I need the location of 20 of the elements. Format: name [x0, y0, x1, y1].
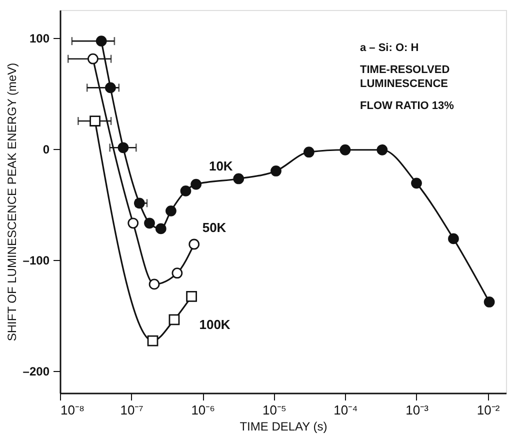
series-label: 50K: [202, 220, 227, 236]
x-tick-label: 10⁻²: [476, 402, 500, 418]
x-tick-label: 10⁻⁶: [191, 402, 216, 418]
series-label: 100K: [199, 316, 231, 332]
y-tick-label: –200: [22, 364, 50, 378]
annotation: FLOW RATIO 13%: [360, 100, 454, 112]
series-label: 10K: [208, 158, 234, 174]
annotation: TIME-RESOLVED: [360, 64, 450, 76]
x-tick-label: 10⁻⁵: [262, 402, 286, 418]
y-axis-title: SHIFT OF LUMINESCENCE PEAK ENERGY (meV): [4, 62, 19, 342]
annotation: LUMINESCENCE: [360, 78, 448, 90]
y-tick-label: 100: [29, 31, 50, 46]
y-tick-label: –100: [22, 253, 50, 268]
x-tick-label: 10⁻⁴: [334, 402, 358, 418]
y-tick-label: 0: [42, 142, 50, 156]
annotation: a – Si: O: H: [360, 42, 419, 54]
x-tick-label: 10⁻³: [406, 402, 430, 418]
x-axis-title: TIME DELAY (s): [240, 420, 328, 434]
x-tick-label: 10⁻⁷: [120, 402, 144, 418]
x-tick-label: 10⁻⁸: [60, 402, 84, 418]
